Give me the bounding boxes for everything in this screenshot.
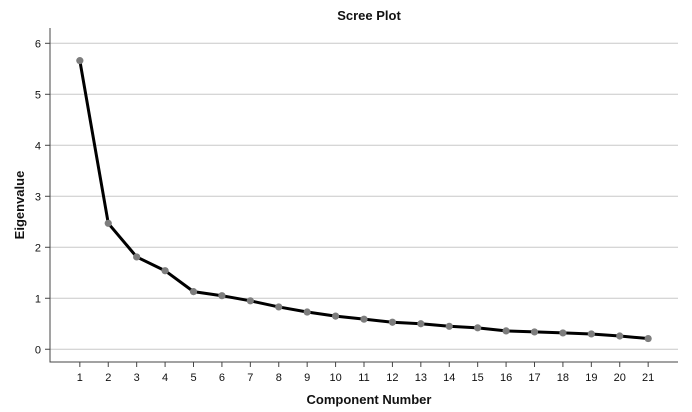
data-point-3 bbox=[133, 253, 141, 261]
data-point-9 bbox=[303, 308, 311, 316]
data-point-17 bbox=[530, 328, 539, 336]
x-tick-label: 2 bbox=[105, 372, 111, 384]
x-axis-ticks: 1 2 3 4 5 6 7 8 9 10 11 12 13 14 15 16 17 18 19 20 21 bbox=[77, 362, 654, 384]
axes bbox=[49, 28, 678, 363]
x-tick-label: 14 bbox=[443, 372, 455, 384]
x-tick-label: 15 bbox=[472, 372, 484, 384]
x-tick-label: 12 bbox=[386, 372, 398, 384]
x-tick-label: 4 bbox=[162, 372, 168, 384]
series-line bbox=[78, 59, 650, 341]
data-point-14 bbox=[445, 322, 453, 330]
y-axis-ticks: 0 1 2 3 4 5 6 bbox=[35, 38, 50, 356]
x-tick-label: 17 bbox=[528, 372, 540, 384]
data-point-13 bbox=[417, 320, 425, 328]
y-tick-label: 1 bbox=[35, 293, 41, 305]
x-tick-label: 5 bbox=[190, 372, 196, 384]
data-point-16 bbox=[502, 327, 510, 335]
data-point-11 bbox=[360, 315, 368, 323]
data-point-20 bbox=[616, 332, 624, 340]
data-point-6 bbox=[218, 292, 226, 300]
x-axis-label: Component Number bbox=[307, 392, 432, 407]
data-point-18 bbox=[559, 329, 567, 337]
data-point-8 bbox=[275, 303, 283, 311]
y-tick-label: 4 bbox=[35, 140, 41, 152]
data-point-4 bbox=[161, 267, 169, 275]
data-point-7 bbox=[246, 297, 254, 305]
data-point-2 bbox=[104, 219, 112, 227]
data-point-19 bbox=[587, 330, 595, 338]
axis-lines bbox=[49, 28, 678, 363]
data-point-12 bbox=[388, 318, 397, 326]
y-tick-label: 0 bbox=[35, 344, 41, 356]
data-point-10 bbox=[331, 312, 340, 320]
data-point-21 bbox=[644, 334, 652, 343]
x-tick-label: 16 bbox=[500, 372, 512, 384]
x-tick-label: 13 bbox=[415, 372, 427, 384]
series-layer bbox=[76, 57, 652, 343]
x-tick-label: 6 bbox=[219, 372, 225, 384]
x-tick-label: 11 bbox=[358, 372, 369, 384]
x-tick-label: 10 bbox=[329, 372, 341, 384]
chart-title: Scree Plot bbox=[337, 8, 401, 23]
x-tick-label: 9 bbox=[304, 372, 310, 384]
y-tick-label: 2 bbox=[35, 242, 41, 254]
data-point-15 bbox=[474, 324, 482, 332]
x-tick-label: 7 bbox=[247, 372, 253, 384]
x-tick-label: 1 bbox=[77, 372, 83, 384]
x-tick-label: 21 bbox=[642, 372, 654, 384]
y-axis-label: Eigenvalue bbox=[12, 171, 27, 240]
x-tick-label: 3 bbox=[134, 372, 140, 384]
x-tick-label: 18 bbox=[557, 372, 569, 384]
x-tick-label: 19 bbox=[585, 372, 597, 384]
x-tick-label: 8 bbox=[276, 372, 282, 384]
data-point-1 bbox=[76, 57, 84, 65]
y-tick-label: 5 bbox=[35, 89, 41, 101]
data-point-5 bbox=[189, 288, 198, 296]
y-tick-label: 6 bbox=[35, 38, 41, 50]
gridlines bbox=[50, 42, 678, 350]
y-tick-label: 3 bbox=[35, 191, 41, 203]
x-tick-label: 20 bbox=[614, 372, 626, 384]
